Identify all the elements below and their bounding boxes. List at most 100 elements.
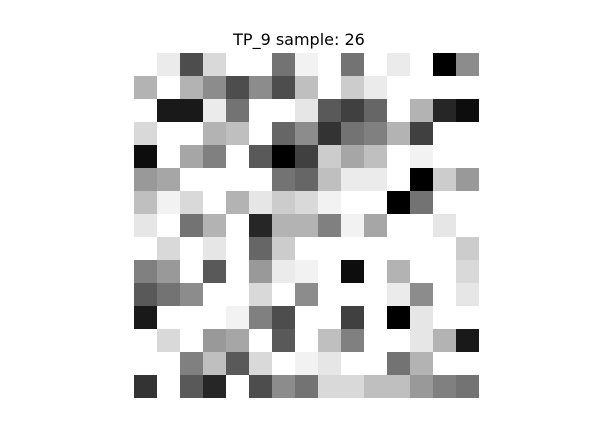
heatmap-cell: [180, 53, 203, 76]
heatmap-cell: [364, 122, 387, 145]
heatmap-cell: [410, 352, 433, 375]
heatmap-cell: [387, 306, 410, 329]
heatmap-cell: [272, 260, 295, 283]
heatmap-cell: [272, 352, 295, 375]
heatmap-cell: [364, 352, 387, 375]
heatmap-cell: [272, 145, 295, 168]
heatmap-cell: [157, 76, 180, 99]
heatmap-cell: [272, 329, 295, 352]
heatmap-cell: [272, 375, 295, 398]
heatmap-cell: [433, 237, 456, 260]
heatmap-cell: [295, 191, 318, 214]
heatmap-cell: [410, 76, 433, 99]
heatmap-cell: [433, 214, 456, 237]
heatmap-cell: [180, 329, 203, 352]
heatmap-cell: [180, 145, 203, 168]
heatmap-cell: [134, 99, 157, 122]
heatmap-cell: [433, 306, 456, 329]
heatmap-cell: [364, 191, 387, 214]
heatmap-cell: [157, 283, 180, 306]
heatmap-cell: [295, 99, 318, 122]
heatmap-cell: [180, 122, 203, 145]
heatmap-cell: [456, 99, 479, 122]
heatmap-cell: [433, 99, 456, 122]
heatmap-cell: [134, 214, 157, 237]
heatmap-cell: [456, 76, 479, 99]
heatmap-cell: [180, 214, 203, 237]
heatmap-cell: [387, 122, 410, 145]
heatmap-cell: [387, 76, 410, 99]
heatmap-cell: [410, 375, 433, 398]
heatmap-cell: [410, 168, 433, 191]
heatmap-cell: [341, 329, 364, 352]
heatmap-cell: [226, 329, 249, 352]
heatmap-cell: [318, 214, 341, 237]
heatmap-cell: [410, 306, 433, 329]
heatmap-cell: [180, 76, 203, 99]
heatmap-cell: [249, 99, 272, 122]
heatmap-cell: [295, 145, 318, 168]
heatmap-cell: [272, 214, 295, 237]
heatmap-cell: [295, 306, 318, 329]
heatmap-cell: [318, 53, 341, 76]
heatmap-cell: [134, 260, 157, 283]
heatmap-cell: [295, 352, 318, 375]
heatmap-cell: [387, 375, 410, 398]
heatmap-cell: [387, 53, 410, 76]
heatmap-cell: [157, 306, 180, 329]
heatmap-cell: [203, 260, 226, 283]
heatmap-cell: [387, 283, 410, 306]
heatmap-cell: [157, 99, 180, 122]
heatmap-cell: [295, 53, 318, 76]
heatmap-cell: [226, 214, 249, 237]
heatmap-cell: [410, 214, 433, 237]
heatmap-cell: [157, 214, 180, 237]
heatmap-cell: [203, 237, 226, 260]
heatmap-cell: [134, 191, 157, 214]
heatmap-cell: [295, 237, 318, 260]
heatmap-cell: [318, 168, 341, 191]
heatmap-cell: [318, 145, 341, 168]
heatmap-cell: [226, 352, 249, 375]
heatmap-cell: [433, 53, 456, 76]
heatmap-cell: [226, 168, 249, 191]
heatmap-cell: [433, 352, 456, 375]
heatmap-cell: [456, 122, 479, 145]
heatmap-cell: [157, 145, 180, 168]
heatmap-cell: [318, 375, 341, 398]
heatmap-cell: [341, 191, 364, 214]
heatmap-cell: [134, 306, 157, 329]
heatmap-cell: [180, 99, 203, 122]
heatmap-cell: [180, 283, 203, 306]
heatmap-cell: [203, 168, 226, 191]
heatmap-cell: [157, 375, 180, 398]
heatmap-cell: [456, 191, 479, 214]
heatmap-cell: [249, 145, 272, 168]
heatmap-cell: [203, 191, 226, 214]
heatmap-cell: [456, 145, 479, 168]
heatmap-cell: [180, 191, 203, 214]
heatmap-cell: [387, 145, 410, 168]
heatmap-cell: [410, 237, 433, 260]
heatmap-cell: [249, 375, 272, 398]
heatmap-cell: [456, 352, 479, 375]
heatmap-cell: [387, 237, 410, 260]
heatmap-cell: [364, 145, 387, 168]
heatmap-cell: [364, 283, 387, 306]
heatmap-cell: [456, 214, 479, 237]
heatmap-cell: [295, 122, 318, 145]
heatmap-cell: [456, 237, 479, 260]
heatmap-cell: [341, 283, 364, 306]
heatmap-cell: [341, 375, 364, 398]
heatmap-cell: [203, 329, 226, 352]
heatmap-cell: [180, 306, 203, 329]
heatmap-cell: [249, 329, 272, 352]
heatmap-cell: [295, 329, 318, 352]
heatmap-cell: [341, 237, 364, 260]
heatmap-cell: [410, 260, 433, 283]
heatmap-cell: [433, 329, 456, 352]
heatmap-cell: [456, 329, 479, 352]
heatmap-cell: [364, 260, 387, 283]
heatmap-cell: [364, 237, 387, 260]
